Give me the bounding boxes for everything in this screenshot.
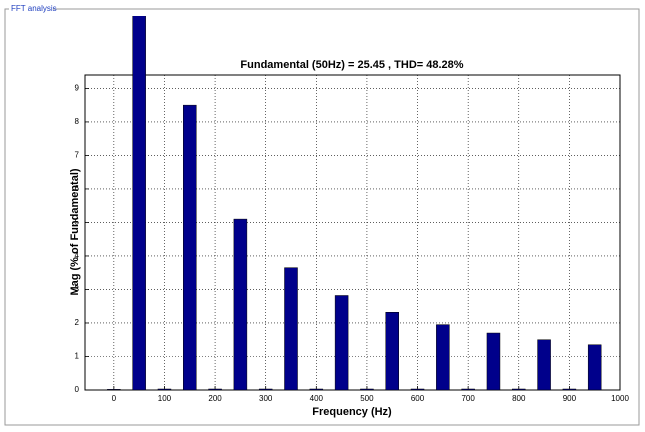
y-tick-label: 4 — [75, 251, 80, 260]
bar — [461, 388, 475, 391]
chart-title: Fundamental (50Hz) = 25.45 , THD= 48.28% — [240, 59, 463, 71]
x-tick-label: 200 — [208, 394, 222, 403]
x-tick-label: 300 — [259, 394, 273, 403]
plot-area — [85, 75, 620, 390]
bar — [486, 332, 501, 391]
bar — [410, 388, 425, 391]
bar — [562, 388, 577, 391]
x-tick-label: 400 — [310, 394, 324, 403]
y-tick-label: 8 — [75, 117, 80, 126]
panel-title-bg — [9, 4, 53, 14]
x-tick-label: 100 — [158, 394, 172, 403]
bar — [436, 324, 450, 391]
bar — [309, 388, 324, 391]
y-tick-label: 2 — [75, 318, 80, 327]
bar — [385, 312, 399, 391]
y-tick-label: 9 — [75, 84, 80, 93]
x-tick-label: 700 — [461, 394, 475, 403]
x-tick-label: 600 — [411, 394, 425, 403]
bar — [537, 339, 551, 391]
y-tick-label: 0 — [75, 385, 80, 394]
bar — [512, 388, 526, 391]
x-tick-label: 0 — [112, 394, 117, 403]
panel-title: FFT analysis — [11, 4, 57, 13]
bar — [107, 389, 121, 391]
x-tick-label: 800 — [512, 394, 526, 403]
axes-box — [84, 74, 621, 391]
bar — [258, 388, 273, 391]
y-tick-label: 7 — [75, 151, 80, 160]
bar — [233, 218, 248, 391]
x-tick-label: 900 — [563, 394, 577, 403]
bar — [132, 16, 146, 391]
bar — [284, 267, 298, 391]
y-tick-label: 6 — [75, 184, 80, 193]
panel-border — [4, 8, 640, 426]
x-tick-label: 1000 — [611, 394, 629, 403]
y-axis-label: Mag (% of Fundamental) — [69, 168, 81, 295]
bar — [587, 344, 602, 391]
bars — [107, 16, 602, 391]
bar — [157, 388, 172, 391]
bar — [334, 295, 349, 391]
y-tick-label: 5 — [75, 218, 80, 227]
y-tick-label: 3 — [75, 285, 80, 294]
x-axis-label: Frequency (Hz) — [312, 406, 392, 418]
bar — [183, 104, 197, 391]
x-tick-label: 500 — [360, 394, 374, 403]
y-tick-label: 1 — [75, 352, 80, 361]
bar — [208, 388, 222, 391]
bar — [360, 388, 374, 391]
